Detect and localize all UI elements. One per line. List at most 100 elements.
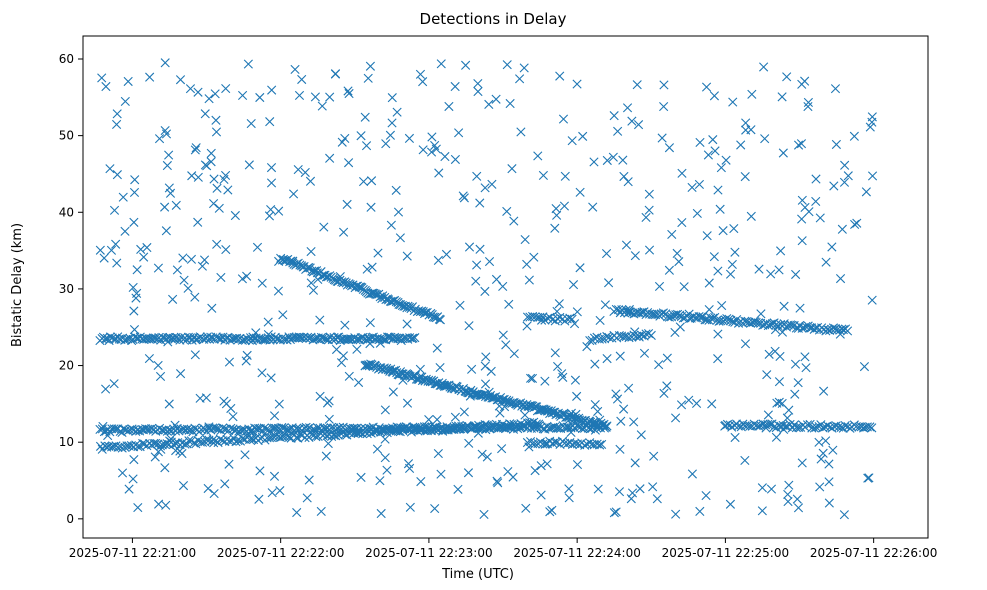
clutter-point	[746, 211, 756, 221]
detection-point	[131, 426, 141, 436]
clutter-point	[336, 358, 347, 368]
clutter-point	[811, 196, 821, 207]
clutter-point	[766, 484, 777, 494]
clutter-point	[362, 264, 372, 274]
clutter-point	[774, 397, 784, 407]
clutter-point	[404, 133, 415, 143]
clutter-point	[837, 224, 847, 234]
clutter-point	[784, 480, 794, 490]
clutter-point	[757, 483, 767, 493]
clutter-point	[288, 189, 299, 199]
detection-point	[643, 328, 654, 339]
clutter-point	[200, 109, 210, 119]
detection-point	[641, 329, 651, 339]
clutter-point	[657, 133, 667, 143]
clutter-point	[572, 391, 582, 401]
clutter-point	[201, 393, 211, 403]
clutter-point	[615, 351, 625, 361]
x-tick-label: 2025-07-11 22:26:00	[810, 546, 937, 560]
clutter-point	[504, 299, 514, 309]
clutter-point	[704, 278, 714, 288]
clutter-point	[170, 420, 180, 430]
clutter-point	[850, 219, 860, 230]
clutter-point	[536, 461, 546, 471]
clutter-point	[505, 98, 515, 109]
clutter-point	[415, 425, 425, 435]
clutter-point	[321, 451, 331, 461]
clutter-point	[662, 353, 672, 363]
x-tick-label: 2025-07-11 22:24:00	[513, 546, 640, 560]
clutter-point	[224, 357, 235, 367]
clutter-point	[269, 471, 280, 481]
detection-point	[303, 332, 313, 342]
clutter-point	[713, 266, 723, 276]
clutter-point	[741, 118, 751, 128]
clutter-point	[782, 72, 792, 82]
clutter-point	[542, 459, 552, 469]
clutter-point	[835, 274, 846, 284]
clutter-point	[363, 333, 373, 343]
clutter-point	[821, 257, 831, 267]
clutter-point	[772, 398, 782, 408]
clutter-point	[207, 303, 217, 313]
detection-point	[150, 333, 161, 343]
clutter-point	[434, 168, 444, 178]
clutter-point	[267, 85, 277, 95]
clutter-point	[762, 370, 772, 380]
detection-point	[831, 421, 841, 431]
clutter-point	[602, 354, 612, 364]
clutter-point	[247, 426, 257, 436]
clutter-point	[435, 362, 445, 373]
clutter-point	[713, 354, 723, 364]
detection-point	[133, 441, 143, 452]
clutter-point	[644, 189, 654, 199]
detection-point	[867, 423, 877, 433]
clutter-point	[165, 436, 175, 446]
clutter-point	[453, 484, 463, 494]
clutter-point	[162, 160, 172, 171]
clutter-point	[455, 300, 465, 310]
clutter-point	[555, 71, 565, 81]
clutter-point	[560, 171, 570, 181]
detection-point	[567, 314, 577, 324]
clutter-point	[760, 134, 770, 144]
clutter-point	[484, 256, 495, 267]
clutter-point	[783, 496, 793, 507]
clutter-point	[796, 139, 807, 149]
clutter-point	[132, 265, 142, 275]
clutter-point	[831, 139, 841, 150]
clutter-point	[508, 472, 518, 482]
detection-point	[791, 423, 801, 433]
detection-point	[535, 312, 545, 322]
detection-point	[323, 272, 333, 282]
clutter-point	[519, 63, 529, 73]
clutter-point	[278, 310, 288, 320]
clutter-point	[324, 396, 334, 406]
clutter-point	[426, 147, 437, 157]
clutter-point	[382, 465, 392, 475]
clutter-point	[293, 164, 303, 175]
clutter-point	[709, 91, 720, 101]
clutter-point	[522, 259, 532, 269]
clutter-point	[589, 157, 599, 167]
clutter-point	[859, 362, 870, 372]
detection-point	[600, 422, 610, 432]
clutter-point	[352, 344, 362, 354]
clutter-point	[613, 126, 623, 136]
clutter-point	[257, 368, 267, 378]
detection-point	[430, 379, 440, 389]
clutter-point	[153, 263, 164, 273]
detection-point	[714, 316, 724, 326]
detection-point	[753, 318, 764, 328]
clutter-point	[128, 474, 138, 484]
clutter-point	[237, 90, 248, 101]
detection-point	[195, 437, 205, 447]
clutter-point	[297, 74, 307, 85]
clutter-point	[498, 330, 508, 340]
detection-point	[530, 439, 540, 449]
clutter-point	[168, 294, 178, 304]
clutter-point	[111, 119, 122, 130]
clutter-point	[530, 466, 540, 476]
clutter-point	[175, 369, 186, 379]
clutter-point	[98, 421, 108, 432]
